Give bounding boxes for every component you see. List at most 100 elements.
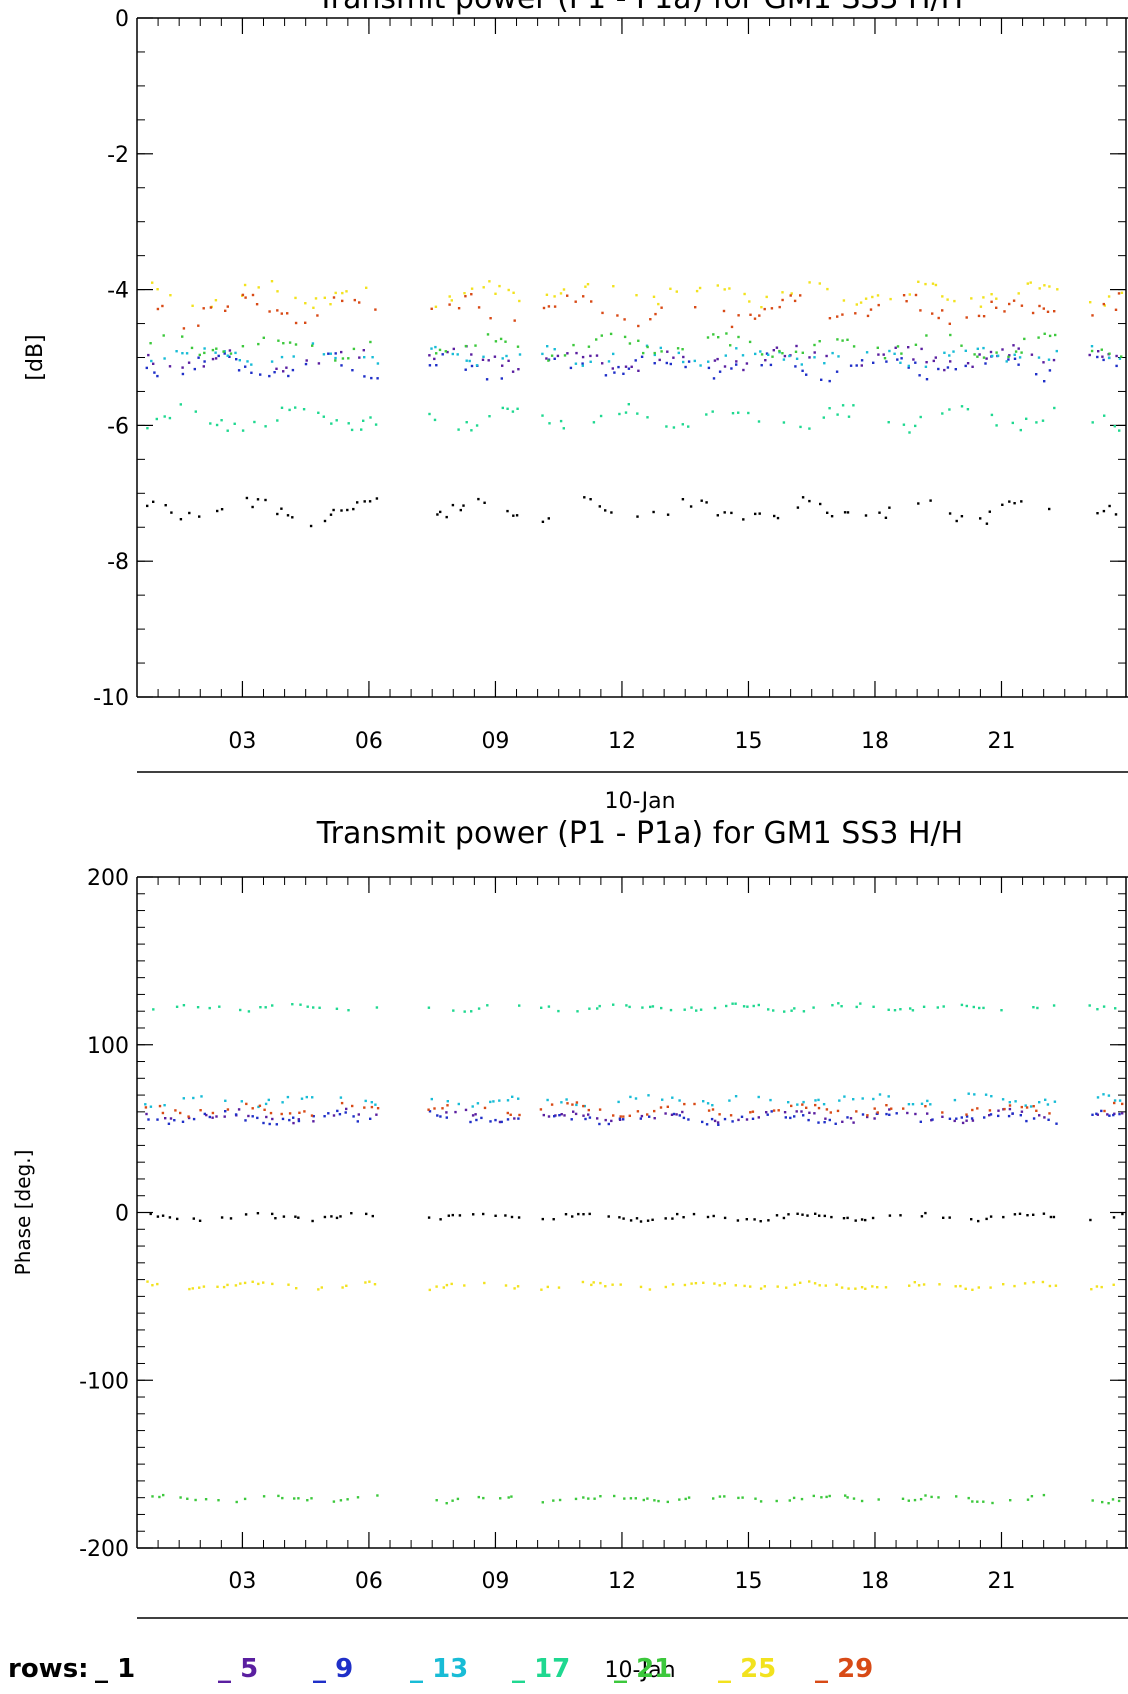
data-point	[991, 354, 994, 358]
data-point	[595, 338, 598, 341]
data-point	[982, 346, 985, 350]
data-point	[590, 1283, 593, 1287]
data-point	[660, 1006, 663, 1010]
data-point	[548, 422, 551, 425]
data-point	[665, 425, 668, 428]
data-point	[276, 309, 279, 312]
data-point	[427, 1108, 430, 1111]
series-0-25	[151, 280, 1124, 309]
data-point	[1008, 1107, 1012, 1111]
data-point	[687, 360, 691, 363]
data-point	[965, 1119, 968, 1122]
data-point	[1111, 1498, 1115, 1501]
series-1-9	[147, 1109, 1121, 1126]
data-point	[699, 364, 702, 367]
data-point	[1048, 507, 1051, 511]
data-point	[477, 1495, 480, 1499]
data-point	[966, 362, 970, 365]
data-point	[948, 322, 951, 325]
data-point	[793, 1007, 796, 1010]
data-point	[917, 280, 920, 283]
data-point	[576, 1010, 579, 1013]
data-point	[618, 1117, 622, 1120]
data-point	[973, 1093, 976, 1096]
data-point	[570, 1118, 573, 1121]
data-point	[1090, 1288, 1093, 1291]
data-point	[457, 307, 461, 310]
data-point	[220, 1216, 224, 1219]
data-point	[723, 1117, 727, 1121]
data-point	[335, 1007, 339, 1010]
data-point	[516, 407, 519, 410]
data-point	[501, 406, 504, 410]
data-point	[363, 356, 366, 359]
data-point	[837, 355, 840, 358]
data-point	[1102, 1005, 1106, 1008]
data-point	[1047, 1118, 1050, 1121]
data-point	[887, 1008, 890, 1011]
data-point	[312, 306, 315, 309]
data-point	[145, 1112, 148, 1116]
data-point	[876, 294, 880, 297]
legend-item-21: _ 21	[614, 1654, 673, 1684]
data-point	[297, 1118, 300, 1121]
data-point	[877, 303, 880, 307]
data-point	[1007, 358, 1010, 361]
data-point	[919, 1120, 922, 1123]
data-point	[684, 365, 687, 369]
data-point	[882, 353, 885, 356]
data-point	[801, 1103, 804, 1106]
data-point	[501, 357, 504, 360]
data-point	[362, 349, 365, 352]
data-point	[356, 1120, 359, 1123]
data-point	[907, 364, 910, 368]
data-point	[442, 1286, 445, 1289]
data-point	[725, 1004, 728, 1008]
data-point	[291, 516, 294, 519]
series-1-29	[144, 1101, 1124, 1118]
data-point	[871, 1285, 874, 1288]
data-point	[914, 343, 918, 346]
data-point	[1090, 349, 1094, 353]
data-point	[427, 1216, 431, 1219]
data-point	[800, 1497, 804, 1501]
data-point	[800, 363, 803, 366]
data-point	[917, 1284, 921, 1287]
data-point	[624, 411, 628, 414]
data-point	[560, 1101, 563, 1104]
data-point	[445, 1502, 448, 1505]
data-point	[1112, 1113, 1115, 1117]
data-point	[634, 1497, 637, 1500]
data-point	[912, 358, 915, 361]
data-point	[294, 406, 297, 409]
data-point	[334, 359, 337, 362]
data-point	[439, 1115, 442, 1118]
data-point	[623, 318, 626, 321]
data-point	[911, 1103, 915, 1106]
data-point	[775, 1499, 778, 1503]
data-point	[959, 1284, 962, 1288]
data-point	[826, 511, 829, 514]
data-point	[282, 370, 285, 373]
data-point	[846, 1216, 849, 1220]
data-point	[628, 1114, 631, 1117]
data-point	[793, 299, 797, 303]
data-point	[701, 1120, 704, 1124]
data-point	[506, 1111, 509, 1115]
data-point	[1013, 1213, 1017, 1216]
data-point	[801, 351, 804, 354]
data-point	[364, 1281, 367, 1284]
data-point	[919, 415, 922, 419]
data-point	[681, 498, 685, 501]
data-point	[1113, 425, 1116, 428]
data-point	[814, 1099, 817, 1102]
data-point	[557, 1009, 560, 1013]
data-point	[813, 351, 816, 354]
data-point	[323, 1215, 327, 1219]
data-point	[942, 1005, 945, 1008]
data-point	[489, 1120, 492, 1123]
data-point	[902, 294, 906, 297]
data-point	[828, 379, 831, 383]
data-point	[717, 336, 720, 339]
data-point	[281, 1496, 284, 1500]
